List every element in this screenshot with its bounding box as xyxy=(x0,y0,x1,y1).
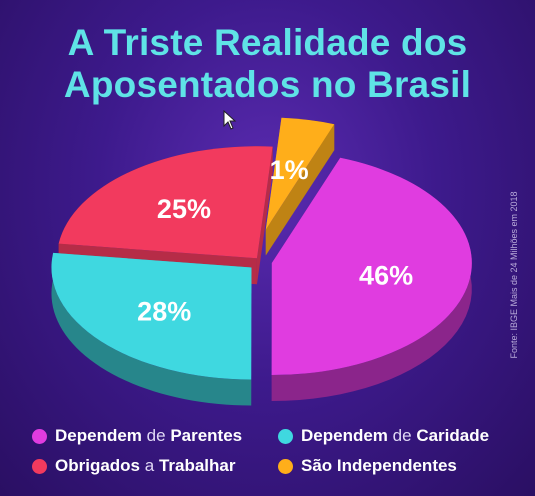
title-line-1: A Triste Realidade dos xyxy=(67,22,468,63)
legend-item-trabalhar: Obrigados a Trabalhar xyxy=(32,456,236,476)
slice-value-label: 1% xyxy=(270,155,309,185)
slice-obrigados-a-trabalhar: 25% xyxy=(58,146,273,285)
slice-value-label: 28% xyxy=(137,296,191,326)
slice-side-wall xyxy=(51,252,252,406)
title-line-2: Aposentados no Brasil xyxy=(63,64,472,105)
slice-top-face xyxy=(271,157,472,376)
chart-title: A Triste Realidade dos Aposentados no Br… xyxy=(0,22,535,106)
slice-dependem-de-caridade: 28% xyxy=(51,252,252,406)
legend-dot-magenta xyxy=(32,428,47,444)
slice-side-wall xyxy=(271,157,472,402)
source-note: Fonte: IBGE Mais de 24 Milhões em 2018 xyxy=(509,191,519,359)
slice-cut-wall xyxy=(256,146,273,285)
slice-top-face xyxy=(265,117,335,230)
legend-item-caridade: Dependem de Caridade xyxy=(278,426,489,446)
slice-cut-wall xyxy=(265,124,335,256)
slice-value-label: 46% xyxy=(359,260,413,290)
slice-dependem-de-parentes: 46% xyxy=(271,157,472,402)
slice-s-o-independentes: 1% xyxy=(265,117,335,256)
legend-dot-orange xyxy=(278,458,293,474)
slice-value-label: 25% xyxy=(157,194,211,224)
slice-top-face xyxy=(51,252,252,380)
mouse-cursor-icon xyxy=(223,110,237,130)
legend-dot-cyan xyxy=(278,428,293,444)
legend-item-parentes: Dependem de Parentes xyxy=(32,426,242,446)
legend-item-independentes: São Independentes xyxy=(278,456,457,476)
slice-top-face xyxy=(58,146,273,259)
legend-dot-red xyxy=(32,458,47,474)
